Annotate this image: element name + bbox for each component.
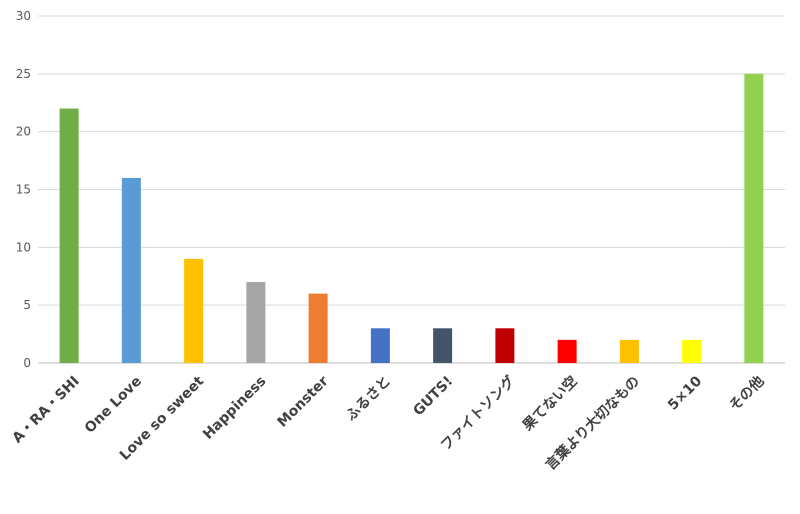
bar <box>121 177 141 363</box>
y-tick-label: 5 <box>23 298 31 312</box>
y-tick-label: 30 <box>16 9 31 23</box>
bar <box>744 73 764 363</box>
x-tick-label: Monster <box>274 373 331 430</box>
bar <box>370 328 390 363</box>
x-tick-label: Happiness <box>200 373 269 442</box>
gridlines <box>38 15 785 306</box>
bar <box>619 339 639 363</box>
y-tick-label: 25 <box>16 67 31 81</box>
y-tick-label: 0 <box>23 356 31 370</box>
bar <box>308 293 328 363</box>
bar <box>557 339 577 363</box>
bar <box>184 258 204 363</box>
bar <box>246 282 266 363</box>
x-tick-label: One Love <box>82 373 145 436</box>
x-tick-label: A・RA・SHI <box>10 373 83 446</box>
y-tick-label: 20 <box>16 125 31 139</box>
y-tick-label: 10 <box>16 240 31 254</box>
x-tick-label: その他 <box>726 373 768 415</box>
bar <box>682 339 702 363</box>
bar <box>495 328 515 363</box>
y-axis-ticks: 0 5 10 15 20 25 30 <box>16 9 31 370</box>
x-tick-label: 果てない空 <box>519 373 581 435</box>
bars <box>59 73 764 364</box>
x-tick-label: GUTS! <box>410 373 456 419</box>
x-tick-label: 5×10 <box>665 373 705 413</box>
bar <box>59 108 79 364</box>
x-tick-label: ふるさと <box>343 373 394 424</box>
bar <box>433 328 453 363</box>
y-tick-label: 15 <box>16 183 31 197</box>
